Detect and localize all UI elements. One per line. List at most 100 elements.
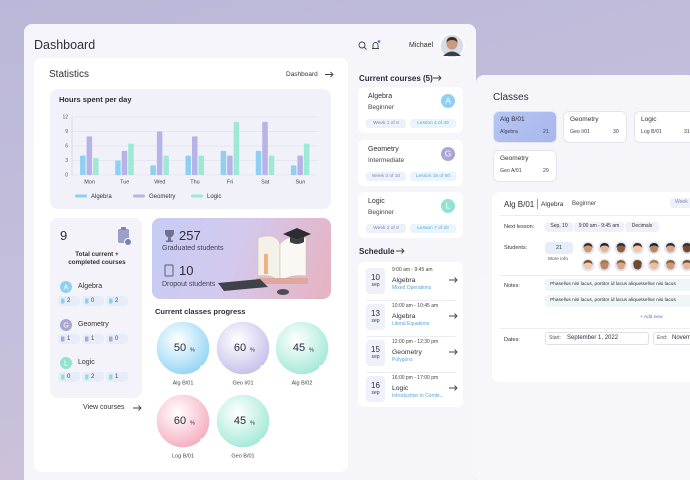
class-subtitle: Algebra xyxy=(500,129,518,135)
bar xyxy=(192,136,198,175)
view-courses-link[interactable]: View courses xyxy=(83,404,125,411)
clipboard-check xyxy=(124,238,132,246)
student-face xyxy=(633,261,642,270)
student-face xyxy=(633,244,642,253)
week-chip: Week 1 of 8 xyxy=(366,119,406,128)
grad-cap-base xyxy=(290,237,304,244)
course-name: Geometry xyxy=(78,321,109,328)
bar xyxy=(220,150,227,175)
class-title: Logic xyxy=(641,116,657,123)
stat-icon xyxy=(61,374,65,380)
initial-badge xyxy=(441,199,455,213)
date-day: 13 xyxy=(371,309,380,318)
graduated-label: Graduated students xyxy=(162,245,224,252)
stat-chip: 1 xyxy=(106,372,128,382)
progress-knob xyxy=(319,365,323,369)
date-label: End: xyxy=(657,335,668,341)
bar xyxy=(233,121,240,175)
lesson-time: 9:00 am - 9:45 am xyxy=(574,222,624,232)
stat-chip: 1 xyxy=(58,334,80,344)
date-box xyxy=(366,304,385,330)
student-hair xyxy=(649,243,659,248)
stat-icon xyxy=(61,298,65,304)
bar xyxy=(115,160,121,175)
legend-swatch xyxy=(75,194,87,198)
class-students: 31 xyxy=(684,129,690,135)
bar xyxy=(150,165,156,175)
student-hair xyxy=(633,243,642,248)
bar xyxy=(198,155,204,175)
dropout-count: 10 xyxy=(179,263,194,278)
dropout-icon xyxy=(164,264,174,277)
student-face xyxy=(584,261,592,270)
student-face xyxy=(683,244,690,253)
student-face xyxy=(650,261,658,270)
section-title: Current courses (5) xyxy=(359,74,433,83)
class-students: 29 xyxy=(543,168,549,174)
class-card[interactable] xyxy=(493,111,557,143)
avatar-hair xyxy=(446,37,458,43)
progress-value: 45 xyxy=(293,342,305,354)
date-day: 15 xyxy=(371,345,380,354)
date-value: Novem xyxy=(672,335,690,341)
progress-label: Log B/01 xyxy=(172,453,194,459)
schedule-topic: Mixed Operations xyxy=(392,285,432,291)
student-hair xyxy=(600,260,609,265)
y-tick-label: 9 xyxy=(65,129,68,135)
divider xyxy=(500,275,690,276)
field-label: Next lesson: xyxy=(504,224,535,230)
add-note[interactable]: + Add new xyxy=(640,315,663,320)
divider xyxy=(366,372,456,373)
lesson-date: Sep, 10 xyxy=(545,222,573,232)
bell-dot xyxy=(377,40,381,43)
class-card[interactable] xyxy=(563,111,627,143)
progress-title: Current classes progress xyxy=(155,307,246,316)
avatar-body xyxy=(443,51,461,56)
class-card[interactable] xyxy=(493,150,557,182)
date-month: sep xyxy=(371,390,380,396)
y-tick-label: 0 xyxy=(65,172,68,178)
class-students: 21 xyxy=(543,129,549,135)
student-face xyxy=(617,261,625,270)
field-label: Students: xyxy=(504,245,528,251)
progress-knob xyxy=(200,365,204,369)
bar xyxy=(121,150,128,175)
student-hair xyxy=(633,260,642,265)
book-illustration xyxy=(279,236,307,283)
bar xyxy=(185,155,191,175)
class-subtitle: Geo I/01 xyxy=(570,129,590,135)
schedule-time: 10:00 am - 10:45 am xyxy=(392,303,439,309)
initial-badge xyxy=(60,357,72,369)
divider xyxy=(500,328,690,329)
page-title: Dashboard xyxy=(34,38,96,52)
student-hair xyxy=(666,243,675,248)
clipboard-clip xyxy=(121,227,126,230)
bar xyxy=(303,143,310,175)
class-card[interactable] xyxy=(634,111,690,143)
course-name: Logic xyxy=(78,359,95,366)
detail-code: Alg B/01 xyxy=(504,200,535,209)
schedule-course: Algebra xyxy=(392,277,416,284)
date-month: sep xyxy=(371,354,380,360)
bar xyxy=(80,155,86,175)
more-info[interactable]: More info xyxy=(548,257,568,262)
detail-course: Algebra xyxy=(541,201,564,208)
lesson-topic: Decimals xyxy=(625,222,659,232)
schedule-course: Algebra xyxy=(392,313,416,320)
stat-icon xyxy=(109,374,113,380)
class-title: Geometry xyxy=(570,116,599,123)
class-title: Alg B/01 xyxy=(500,116,525,123)
keyboard xyxy=(218,279,268,291)
student-face xyxy=(666,244,675,253)
section-title: Schedule xyxy=(359,247,395,256)
date-value: September 1, 2022 xyxy=(567,335,619,341)
progress-unit: % xyxy=(250,420,255,426)
progress-unit: % xyxy=(190,347,195,353)
progress-bubble xyxy=(215,393,271,449)
progress-label: Geo B/01 xyxy=(231,453,254,459)
y-tick-label: 3 xyxy=(65,158,68,164)
x-tick-label: Wed xyxy=(154,179,165,185)
link[interactable]: Dashboard xyxy=(286,71,318,78)
course-level: Beginner xyxy=(368,209,395,216)
